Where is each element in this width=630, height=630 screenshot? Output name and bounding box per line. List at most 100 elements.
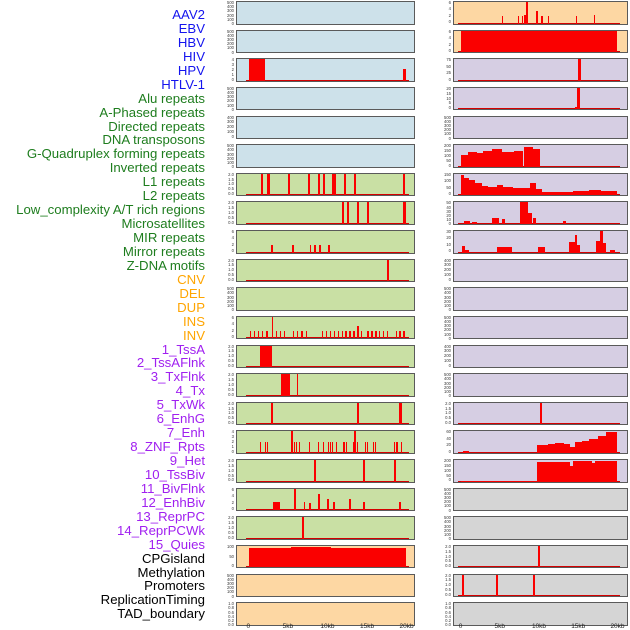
- density-bar: [365, 442, 367, 453]
- baseline: [246, 79, 409, 81]
- density-bar: [568, 241, 576, 253]
- y-axis-ticks-cnv: 100 50 0: [208, 544, 236, 569]
- track-panel-alu-repeats: [236, 172, 415, 197]
- track-label-z-dna-motifs: Z-DNA motifs: [126, 257, 205, 273]
- density-bar: [271, 245, 274, 253]
- y-tick-label: 200: [227, 585, 234, 591]
- x-tick-label: 5kb: [282, 623, 294, 630]
- plot-area: [458, 174, 620, 196]
- y-axis-ticks-l2-repeats: 2.0 1.5 1.0 0.5 0.0: [208, 372, 236, 397]
- density-bar: [279, 331, 282, 339]
- track-label-dna-transposons: DNA transposons: [102, 132, 205, 148]
- track-label-htlv-1: HTLV-1: [161, 76, 205, 92]
- y-tick-label: 40: [446, 204, 451, 210]
- density-bar: [317, 442, 320, 453]
- density-bar: [261, 173, 264, 196]
- density-bar: [317, 173, 320, 196]
- y-tick-label: 0.0: [228, 191, 234, 197]
- density-bar: [574, 106, 578, 110]
- track-label-1-tssa: 1_TssA: [161, 341, 205, 357]
- density-bar: [371, 331, 373, 339]
- y-tick-label: 100: [444, 532, 451, 538]
- y-axis-ticks-mir-repeats: 2.0 1.5 1.0 0.5 0.0: [208, 458, 236, 483]
- density-bar: [273, 501, 280, 511]
- density-bar: [375, 331, 377, 339]
- y-axis-ticks-13-reprpc: 2.0 1.5 1.0 0.5 0.0: [415, 401, 453, 426]
- plot-area: [249, 31, 405, 53]
- density-bar: [249, 331, 252, 339]
- density-bar: [548, 16, 550, 24]
- y-tick-label: 6: [231, 486, 234, 492]
- density-bar: [492, 149, 502, 167]
- y-tick-label: 2: [231, 499, 234, 505]
- plot-area: [246, 59, 409, 81]
- y-tick-label: 1.0: [445, 601, 451, 607]
- plot-area: [249, 575, 405, 597]
- track-label-inv: INV: [183, 327, 205, 343]
- y-tick-label: 0: [448, 191, 451, 197]
- density-bar: [283, 331, 286, 339]
- track-label-15-quies: 15_Quies: [148, 536, 205, 552]
- y-tick-label: 0: [448, 221, 451, 227]
- y-tick-label: 200: [444, 499, 451, 505]
- track-label-l2-repeats: L2 repeats: [142, 188, 205, 204]
- y-tick-label: 300: [227, 37, 234, 43]
- track-row-g-quadruplex-forming-repeats: 500 400 300 200 100 0: [208, 286, 415, 315]
- y-tick-label: 0.5: [228, 214, 234, 220]
- y-tick-label: 2: [231, 66, 234, 72]
- density-bar: [548, 443, 555, 453]
- density-bar: [481, 186, 488, 196]
- density-bar: [267, 442, 269, 453]
- y-tick-label: 1.0: [445, 410, 451, 416]
- y-tick-label: 100: [227, 102, 234, 108]
- density-bar: [562, 220, 567, 224]
- density-bar: [308, 502, 311, 511]
- density-bar: [575, 235, 578, 253]
- y-tick-label: 1: [231, 443, 234, 449]
- density-bar: [341, 331, 343, 339]
- y-tick-label: 300: [444, 495, 451, 501]
- y-tick-label: 30: [446, 229, 451, 234]
- y-axis-ticks-htlv-1: 500 400 300 200 100 0: [208, 143, 236, 168]
- y-tick-label: 0.0: [445, 563, 451, 569]
- plot-area: [461, 260, 616, 282]
- y-tick-label: 0: [231, 334, 234, 340]
- density-bar: [512, 188, 524, 196]
- y-tick-label: 1.5: [228, 262, 234, 268]
- y-tick-label: 0: [448, 248, 451, 254]
- density-bar: [541, 16, 543, 24]
- plot-area: [461, 603, 616, 625]
- y-tick-label: 300: [227, 8, 234, 14]
- y-axis-ticks-4-tx: 200 150 100 50 0: [415, 143, 453, 168]
- plot-area: [458, 30, 620, 53]
- y-tick-label: 300: [227, 151, 234, 157]
- density-bar: [253, 331, 256, 339]
- density-bar: [588, 190, 602, 196]
- density-bar: [257, 331, 260, 339]
- density-bar: [291, 546, 331, 568]
- y-axis-ticks-z-dna-motifs: 2.0 1.5 1.0 0.5 0.0: [208, 516, 236, 540]
- baseline: [246, 222, 409, 224]
- y-tick-label: 50: [446, 472, 451, 478]
- y-tick-label: 1.0: [228, 601, 234, 607]
- density-bar: [297, 331, 299, 339]
- track-label-methylation: Methylation: [137, 564, 205, 580]
- plot-area: [246, 488, 409, 511]
- y-tick-label: 400: [227, 147, 234, 153]
- y-tick-label: 4: [231, 321, 234, 327]
- y-tick-label: 0: [448, 19, 451, 25]
- y-tick-label: 100: [444, 131, 451, 137]
- density-bar: [487, 187, 498, 196]
- density-bar: [281, 374, 290, 396]
- y-tick-label: 500: [444, 314, 451, 320]
- density-bar: [483, 151, 493, 167]
- density-bar: [535, 188, 543, 196]
- track-label-column: AAV2 EBV HBV HIV HPV HTLV-1 Alu repeats A-Phase…: [0, 0, 208, 630]
- density-bar: [325, 331, 328, 339]
- density-bar: [367, 202, 370, 224]
